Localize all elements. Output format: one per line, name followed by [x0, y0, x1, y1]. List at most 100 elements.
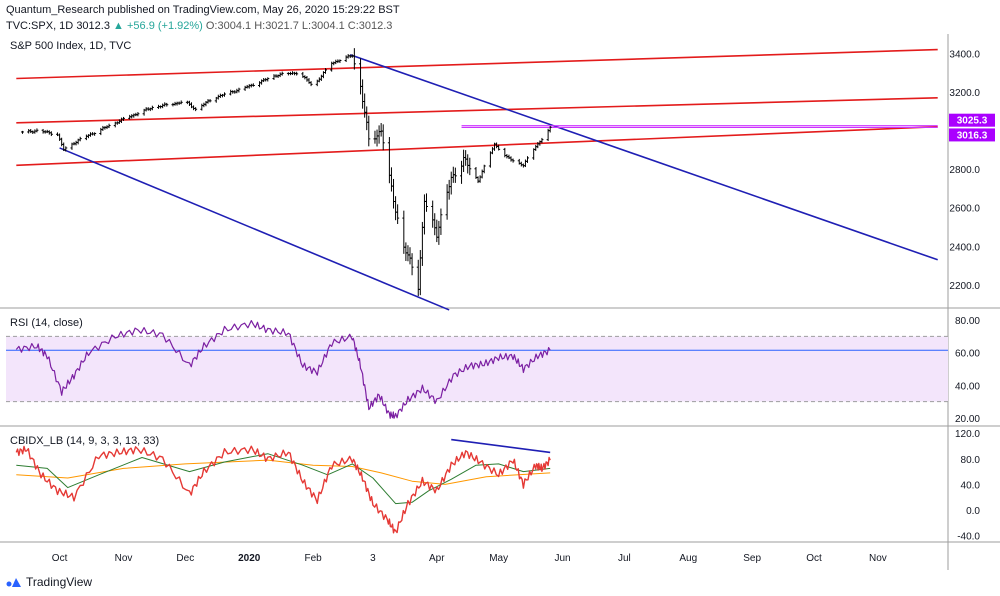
price-bar[interactable] [305, 75, 309, 82]
price-bar[interactable] [179, 100, 183, 105]
price-bar[interactable] [338, 59, 342, 64]
price-bar[interactable] [229, 89, 233, 96]
price-bar[interactable] [523, 159, 527, 168]
price-bar[interactable] [113, 121, 117, 128]
price-bar[interactable] [453, 167, 457, 183]
price-bar[interactable] [237, 87, 241, 93]
price-bar[interactable] [480, 169, 484, 179]
price-bar[interactable] [64, 146, 68, 152]
price-bar[interactable] [202, 102, 206, 108]
price-bar[interactable] [107, 123, 111, 129]
price-bar[interactable] [389, 167, 393, 192]
price-bar[interactable] [435, 219, 439, 243]
price-bar[interactable] [449, 171, 453, 195]
price-bar[interactable] [406, 245, 410, 262]
chart-canvas[interactable]: S&P 500 Index, 1D, TVC 3400.0 3200.0 2800.0… [0, 34, 1000, 570]
price-bar[interactable] [420, 221, 424, 266]
price-bar[interactable] [35, 128, 39, 133]
trendline-red-middle[interactable] [16, 96, 938, 124]
price-bar[interactable] [132, 113, 136, 118]
price-bar[interactable] [317, 77, 321, 83]
price-bar[interactable] [361, 79, 365, 109]
price-bar[interactable] [99, 127, 103, 136]
symbol-label[interactable]: TVC:SPX, 1D [6, 20, 74, 32]
price-bar[interactable] [319, 74, 323, 81]
price-bar[interactable] [396, 204, 400, 224]
price-bar[interactable] [130, 114, 134, 119]
price-bar[interactable] [511, 158, 515, 163]
price-bar[interactable] [373, 130, 377, 144]
price-bar[interactable] [404, 242, 408, 261]
price-bar[interactable] [394, 196, 398, 221]
price-bar[interactable] [478, 175, 482, 183]
price-bar[interactable] [367, 115, 371, 147]
price-bar[interactable] [466, 154, 470, 174]
price-bar[interactable] [20, 130, 24, 134]
price-bar[interactable] [278, 72, 282, 78]
price-bar[interactable] [490, 147, 494, 155]
price-bar[interactable] [519, 161, 523, 167]
price-bar[interactable] [84, 134, 88, 141]
price-bar[interactable] [272, 74, 276, 80]
price-bar[interactable] [408, 247, 412, 265]
price-bar[interactable] [460, 160, 464, 184]
price-bar[interactable] [359, 58, 363, 95]
price-bar[interactable] [532, 148, 536, 160]
price-bar[interactable] [431, 200, 435, 228]
price-bar[interactable] [344, 55, 348, 62]
price-bar[interactable] [175, 101, 179, 106]
price-bar[interactable] [534, 144, 538, 151]
tradingview-logo-icon[interactable] [6, 576, 22, 588]
price-bar[interactable] [101, 125, 105, 131]
trendline-red-lower[interactable] [16, 125, 938, 167]
cbi-line-slow[interactable] [16, 459, 551, 485]
price-bar[interactable] [121, 116, 125, 121]
price-bar[interactable] [200, 103, 204, 111]
price-bar[interactable] [418, 250, 422, 296]
trendline-blue-bottom[interactable] [59, 147, 450, 311]
price-bar[interactable] [220, 93, 224, 98]
price-bar[interactable] [187, 100, 191, 107]
price-bar[interactable] [381, 124, 385, 151]
price-bar[interactable] [93, 132, 97, 136]
cbi-line-main[interactable] [15, 445, 551, 534]
price-bar[interactable] [488, 151, 492, 168]
price-bar[interactable] [136, 112, 140, 117]
price-bar[interactable] [462, 149, 466, 173]
price-bar[interactable] [482, 164, 486, 174]
price-bar[interactable] [387, 137, 391, 184]
price-bar[interactable] [375, 129, 379, 147]
trendline-blue-top[interactable] [349, 54, 938, 261]
cbi-divergence-line[interactable] [451, 438, 551, 454]
price-bar[interactable] [78, 136, 82, 142]
price-bar[interactable] [377, 125, 381, 144]
price-bar[interactable] [365, 106, 369, 131]
price-bar[interactable] [165, 102, 169, 107]
price-bar[interactable] [276, 74, 280, 79]
price-bar[interactable] [416, 259, 420, 297]
price-bar[interactable] [323, 68, 327, 74]
price-bar[interactable] [60, 137, 64, 147]
price-bar[interactable] [526, 156, 530, 163]
price-bar[interactable] [548, 125, 552, 133]
price-bar[interactable] [447, 179, 451, 200]
price-bar[interactable] [497, 144, 501, 151]
price-bar[interactable] [208, 99, 212, 103]
price-bar[interactable] [49, 131, 53, 137]
rsi-line[interactable] [15, 320, 551, 419]
price-bar[interactable] [222, 92, 226, 97]
price-bar[interactable] [439, 208, 443, 235]
price-bar[interactable] [309, 81, 313, 87]
trendline-red-upper[interactable] [16, 48, 938, 80]
price-bar[interactable] [192, 105, 196, 111]
price-bar[interactable] [422, 194, 426, 235]
price-bar[interactable] [410, 253, 414, 276]
price-bar[interactable] [464, 150, 468, 166]
price-bar[interactable] [247, 84, 251, 89]
price-bar[interactable] [194, 107, 198, 112]
cbi-line-fast[interactable] [16, 453, 551, 505]
price-bar[interactable] [295, 71, 299, 76]
price-bar[interactable] [58, 133, 62, 141]
brand-name[interactable]: TradingView [26, 575, 93, 589]
price-bar[interactable] [509, 156, 513, 162]
